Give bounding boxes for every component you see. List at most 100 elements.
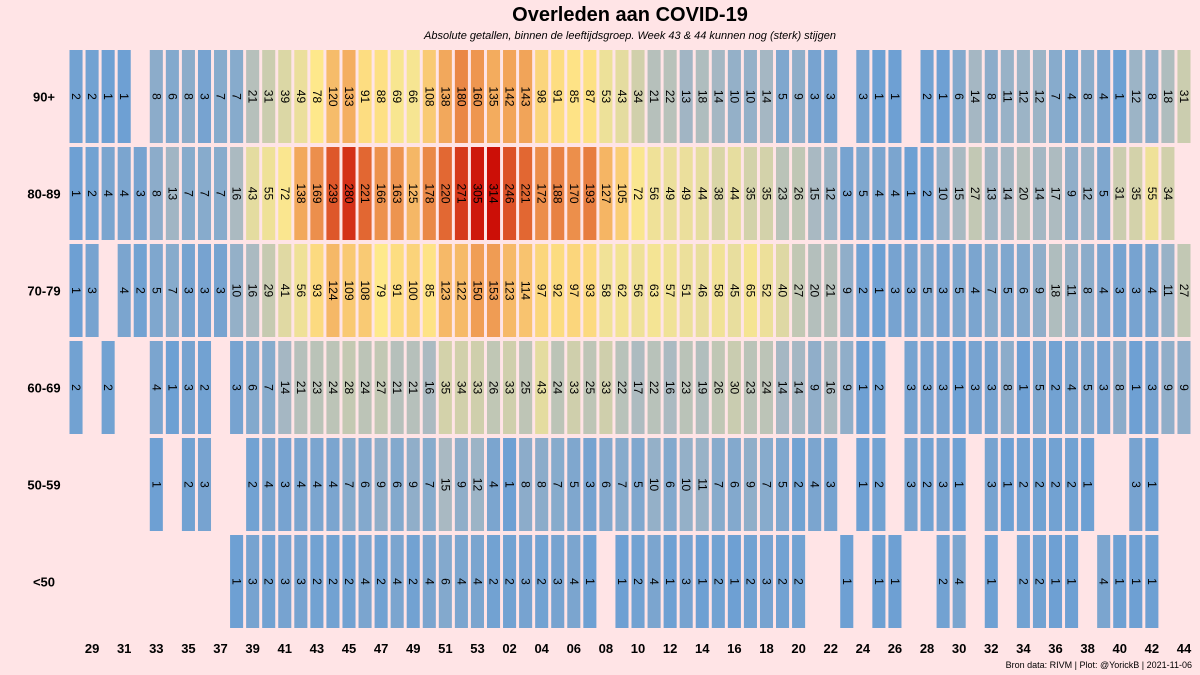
cell-0-28 — [519, 50, 533, 143]
cell-label-3-41: 30 — [727, 381, 741, 395]
cell-0-47 — [824, 50, 838, 143]
cell-label-1-38: 49 — [679, 187, 693, 201]
cell-label-1-58: 14 — [1000, 187, 1014, 201]
x-tick-02: 02 — [502, 641, 516, 656]
cell-label-5-14: 3 — [294, 578, 308, 585]
cell-label-0-5: 8 — [149, 93, 163, 100]
cell-4-17 — [342, 438, 356, 531]
cell-label-3-8: 2 — [197, 384, 211, 391]
cell-3-61 — [1048, 341, 1063, 434]
cell-label-3-20: 21 — [390, 381, 404, 395]
cell-label-4-46: 4 — [808, 481, 822, 488]
cell-label-0-2: 1 — [101, 93, 115, 100]
x-tick-47: 47 — [374, 641, 388, 656]
cell-2-27 — [503, 244, 517, 337]
cell-2-68 — [1161, 244, 1175, 337]
cell-label-3-64: 3 — [1097, 384, 1111, 391]
cell-5-29 — [535, 535, 549, 628]
cell-4-39 — [695, 438, 709, 531]
cell-label-5-22: 4 — [422, 578, 436, 585]
cell-label-4-25: 12 — [470, 478, 484, 492]
cell-2-13 — [278, 244, 292, 337]
cell-5-62 — [1065, 535, 1079, 628]
cell-label-5-59: 2 — [1016, 578, 1030, 585]
cell-label-4-58: 1 — [1000, 481, 1014, 488]
cell-1-68 — [1161, 147, 1175, 240]
cell-2-32 — [583, 244, 597, 337]
cell-label-1-50: 4 — [872, 190, 886, 197]
cell-2-0 — [69, 244, 83, 337]
cell-label-0-68: 18 — [1161, 90, 1175, 104]
cell-label-3-25: 33 — [470, 381, 484, 395]
cell-5-10 — [230, 535, 244, 628]
cell-label-2-35: 56 — [631, 284, 645, 298]
cell-label-0-39: 18 — [695, 90, 709, 104]
cell-3-35 — [631, 341, 645, 434]
cell-label-5-24: 4 — [454, 578, 468, 585]
cell-2-49 — [856, 244, 870, 337]
cell-0-0 — [69, 50, 83, 143]
cell-label-4-42: 9 — [743, 481, 757, 488]
cell-3-57 — [984, 341, 998, 434]
cell-label-3-2: 2 — [101, 384, 115, 391]
cell-4-66 — [1129, 438, 1143, 531]
cell-label-2-13: 41 — [278, 284, 292, 298]
cell-label-1-25: 305 — [470, 183, 484, 203]
cell-label-0-43: 14 — [759, 90, 773, 104]
cell-label-4-21: 9 — [406, 481, 420, 488]
cell-label-3-49: 1 — [856, 384, 870, 391]
cell-2-12 — [262, 244, 276, 337]
cell-3-10 — [230, 341, 244, 434]
cell-4-37 — [663, 438, 677, 531]
cell-1-32 — [583, 147, 597, 240]
cell-label-5-32: 1 — [583, 578, 597, 585]
cell-3-32 — [583, 341, 597, 434]
cell-label-3-11: 6 — [246, 384, 260, 391]
x-tick-24: 24 — [856, 641, 871, 656]
cell-3-41 — [727, 341, 741, 434]
cell-label-1-51: 4 — [888, 190, 902, 197]
cell-label-1-49: 5 — [856, 190, 870, 197]
cell-label-4-17: 7 — [342, 481, 356, 488]
cell-label-3-23: 35 — [438, 381, 452, 395]
cell-3-21 — [406, 341, 420, 434]
cell-3-30 — [551, 341, 565, 434]
cell-label-2-44: 40 — [776, 284, 790, 298]
cell-4-52 — [904, 438, 918, 531]
cell-3-36 — [647, 341, 661, 434]
cell-1-10 — [230, 147, 244, 240]
cell-0-1 — [85, 50, 99, 143]
cell-5-44 — [776, 535, 790, 628]
cell-5-23 — [438, 535, 452, 628]
cell-1-29 — [535, 147, 549, 240]
cell-label-0-29: 98 — [535, 90, 549, 104]
cell-1-56 — [968, 147, 982, 240]
cell-4-45 — [792, 438, 806, 531]
cell-label-4-60: 2 — [1032, 481, 1046, 488]
cell-label-4-14: 4 — [294, 481, 308, 488]
cell-5-24 — [454, 535, 468, 628]
cell-3-0 — [69, 341, 83, 434]
cell-label-1-0: 1 — [69, 190, 83, 197]
cell-label-4-37: 6 — [663, 481, 677, 488]
cell-0-14 — [294, 50, 308, 143]
cell-label-2-4: 2 — [133, 287, 147, 294]
cell-1-9 — [214, 147, 228, 240]
cell-5-18 — [358, 535, 372, 628]
cell-3-17 — [342, 341, 356, 434]
cell-5-17 — [342, 535, 356, 628]
cell-4-18 — [358, 438, 372, 531]
cell-5-26 — [486, 535, 501, 628]
cell-3-54 — [936, 341, 950, 434]
cell-label-0-35: 34 — [631, 90, 645, 104]
cell-label-5-36: 4 — [647, 578, 661, 585]
cell-label-1-27: 246 — [503, 183, 517, 203]
cell-label-1-10: 16 — [230, 187, 244, 201]
cell-0-26 — [486, 50, 501, 143]
cell-label-1-40: 38 — [711, 187, 725, 201]
cell-5-41 — [727, 535, 741, 628]
x-tick-33: 33 — [149, 641, 163, 656]
cell-1-65 — [1113, 147, 1127, 240]
cell-4-33 — [599, 438, 613, 531]
cell-2-20 — [390, 244, 404, 337]
